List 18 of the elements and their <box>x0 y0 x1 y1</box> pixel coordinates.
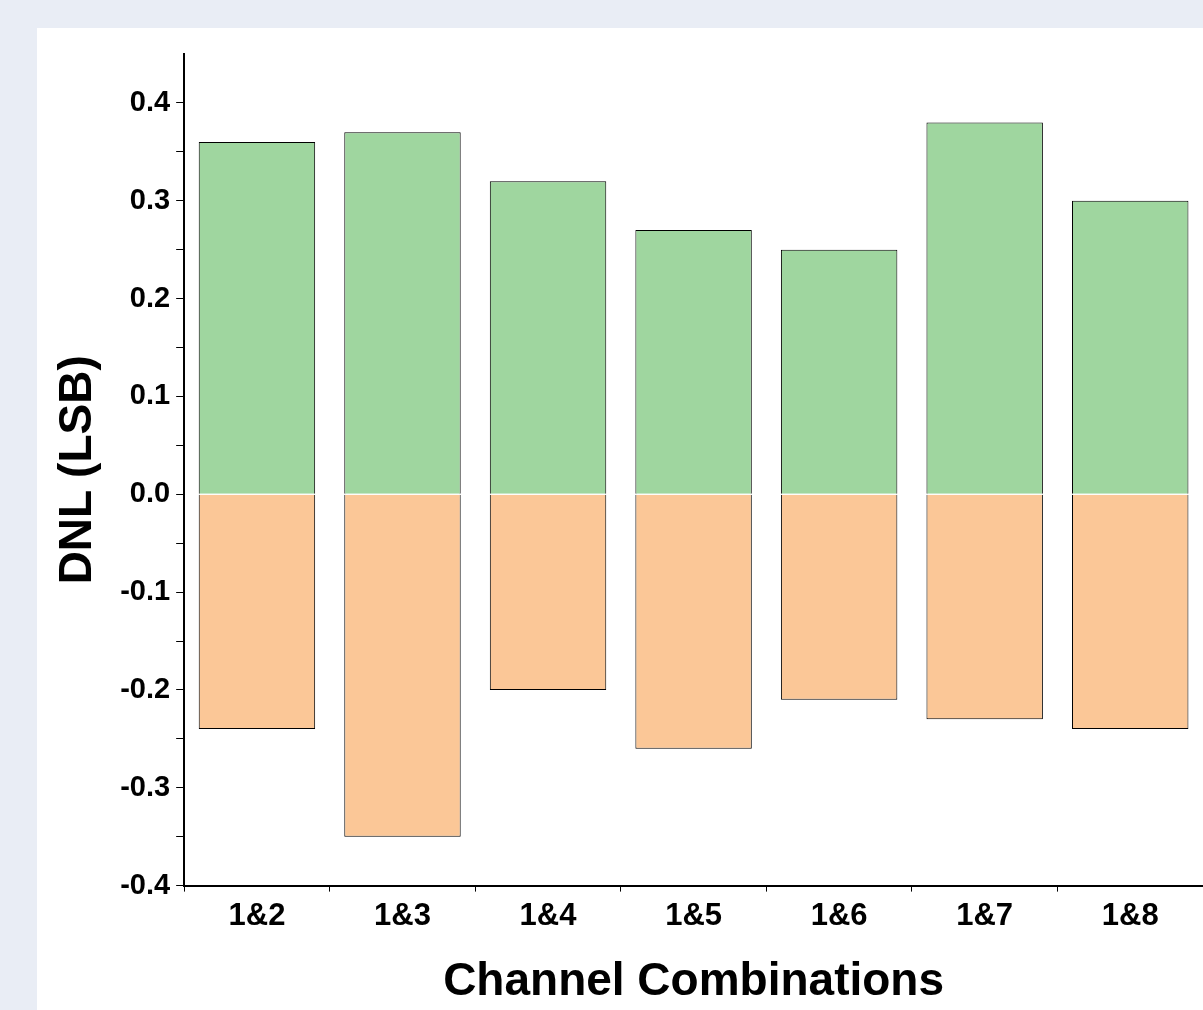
x-tick-label: 1&4 <box>519 896 578 932</box>
y-tick-label: 0.0 <box>129 476 171 509</box>
y-tick-label: -0.3 <box>120 769 171 802</box>
y-tick-label: 0.1 <box>129 378 171 411</box>
y-tick-label: 0.2 <box>129 280 171 313</box>
x-tick-label: 1&7 <box>956 896 1014 932</box>
y-tick-label: -0.4 <box>120 867 171 900</box>
x-tick-label: 1&3 <box>374 896 431 932</box>
y-tick-label: -0.1 <box>120 574 171 607</box>
x-axis-title: Channel Combinations <box>443 953 945 1006</box>
x-tick-label: 1&6 <box>810 896 868 932</box>
y-axis-title: DNL (LSB) <box>49 355 102 585</box>
y-tick-label: 0.4 <box>129 84 171 117</box>
x-tick-label: 1&5 <box>665 896 723 932</box>
x-tick-label: 1&2 <box>228 896 286 932</box>
y-tick-label: -0.2 <box>120 671 171 704</box>
x-tick-label: 1&8 <box>1101 896 1159 932</box>
y-tick-label: 0.3 <box>129 182 171 215</box>
